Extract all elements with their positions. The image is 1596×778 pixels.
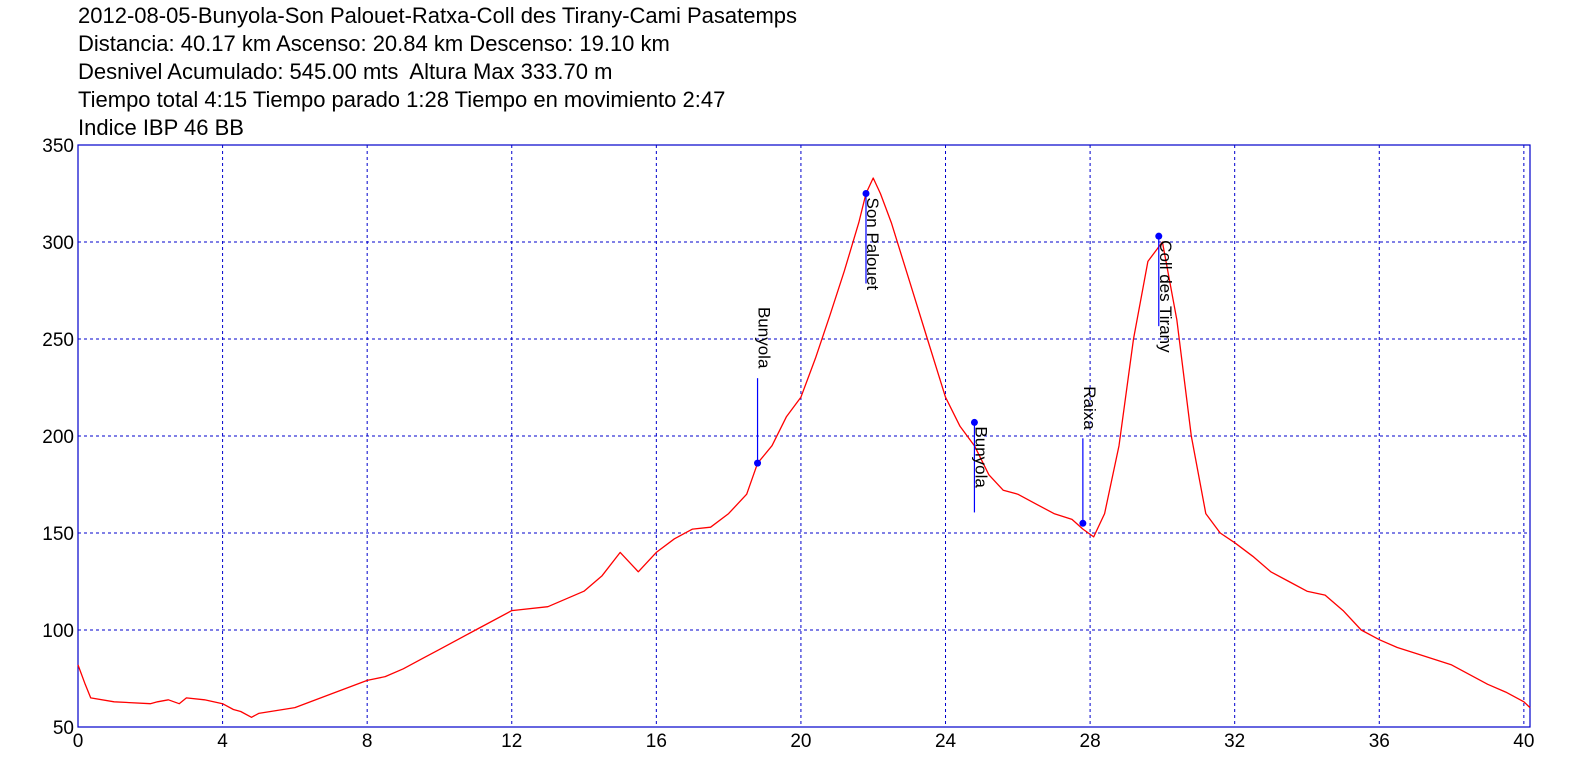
- x-tick-label: 36: [1369, 731, 1390, 752]
- x-tick-label: 8: [362, 731, 373, 752]
- waypoint-marker: [862, 190, 870, 197]
- y-tick-label: 350: [42, 136, 74, 157]
- x-tick-label: 4: [217, 731, 228, 752]
- waypoint-label: Bunyola: [971, 426, 990, 488]
- elevation-summary: Desnivel Acumulado: 545.00 mts Altura Ma…: [78, 59, 613, 84]
- waypoint-label: Bunyola: [755, 307, 774, 369]
- x-tick-label: 32: [1224, 731, 1245, 752]
- waypoint-label: Son Palouet: [863, 198, 882, 291]
- waypoint-label: Raixa: [1080, 386, 1099, 430]
- x-tick-label: 12: [501, 731, 522, 752]
- y-tick-label: 150: [42, 524, 74, 545]
- y-tick-label: 250: [42, 330, 74, 351]
- waypoint-marker: [1155, 232, 1163, 240]
- x-tick-label: 24: [935, 731, 957, 752]
- chart-title: 2012-08-05-Bunyola-Son Palouet-Ratxa-Col…: [78, 3, 798, 28]
- y-tick-label: 100: [42, 621, 74, 642]
- x-tick-label: 16: [646, 731, 667, 752]
- waypoint-label: Coll des Tirany: [1156, 240, 1175, 353]
- ibp-index: Indice IBP 46 BB: [78, 115, 244, 140]
- waypoint-marker: [1079, 519, 1087, 527]
- time-summary: Tiempo total 4:15 Tiempo parado 1:28 Tie…: [78, 87, 726, 112]
- x-tick-label: 40: [1513, 731, 1534, 752]
- x-tick-label: 0: [73, 731, 84, 752]
- plot-frame: [77, 144, 1531, 728]
- x-tick-label: 20: [790, 731, 811, 752]
- waypoint-marker: [754, 459, 762, 467]
- y-tick-label: 200: [42, 427, 74, 448]
- elevation-line: [77, 177, 1531, 718]
- x-tick-label: 28: [1080, 731, 1101, 752]
- waypoint-marker: [970, 418, 978, 426]
- y-tick-label: 50: [53, 718, 74, 739]
- y-tick-label: 300: [42, 233, 74, 254]
- distance-summary: Distancia: 40.17 km Ascenso: 20.84 km De…: [78, 31, 670, 56]
